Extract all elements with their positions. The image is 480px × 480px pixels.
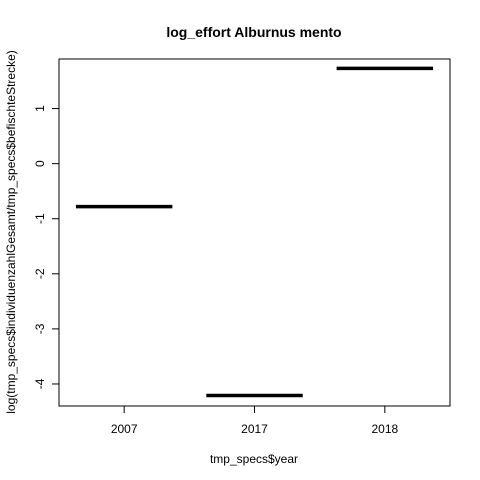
x-axis: 2007 2017 2018 xyxy=(111,406,399,436)
data-series xyxy=(75,66,434,398)
chart-title: log_effort Alburnus mento xyxy=(166,24,341,40)
x-axis-label: tmp_specs$year xyxy=(210,452,298,466)
x-tick-label: 2007 xyxy=(111,422,138,436)
y-tick-label: -1 xyxy=(33,213,47,224)
y-tick-label: -3 xyxy=(33,323,47,334)
y-axis-label: log(tmp_specs$individuenzahlGesamt/tmp_s… xyxy=(4,50,18,414)
x-tick-label: 2018 xyxy=(371,422,398,436)
x-tick-label: 2017 xyxy=(241,422,268,436)
y-tick-label: 0 xyxy=(33,160,47,167)
y-tick-label: -4 xyxy=(33,378,47,389)
y-axis: -4 -3 -2 -1 0 1 xyxy=(33,105,59,389)
y-tick-label: 1 xyxy=(33,105,47,112)
y-tick-label: -2 xyxy=(33,268,47,279)
